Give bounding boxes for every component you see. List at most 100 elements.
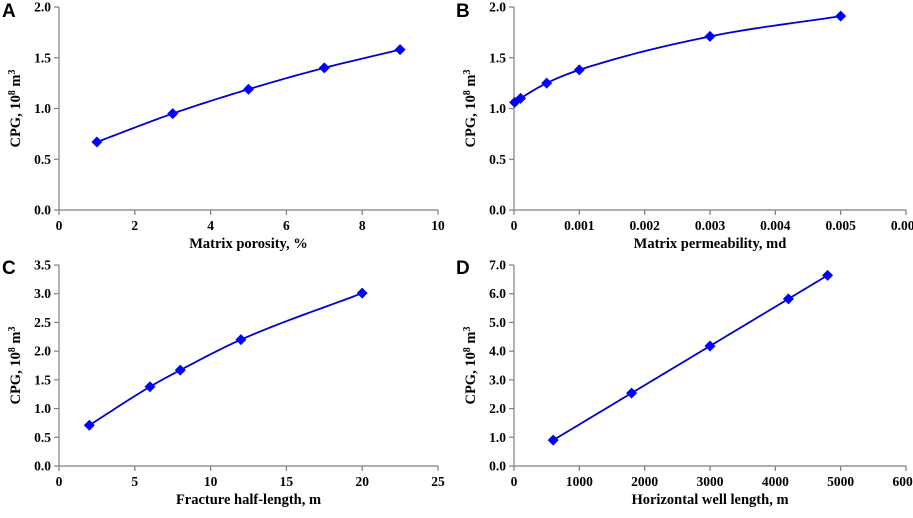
y-tick-label: 5.0 <box>489 315 506 330</box>
data-point <box>235 334 246 345</box>
x-axis-title: Fracture half-length, m <box>176 492 321 508</box>
x-tick-label: 0.006 <box>891 218 913 233</box>
data-point <box>574 64 585 75</box>
y-axis-title-superscript: 3 <box>462 326 473 331</box>
y-axis-title-part: m <box>8 331 24 347</box>
data-point <box>705 340 716 351</box>
y-axis-title: CPG, 108 m3 <box>7 69 25 147</box>
y-axis-title-part: CPG, 10 <box>463 95 479 147</box>
x-tick-label: 0 <box>511 474 518 489</box>
x-tick-label: 0 <box>511 218 518 233</box>
y-tick-label: 1.0 <box>489 430 506 445</box>
y-tick-label: 1.5 <box>34 50 51 65</box>
y-tick-label: 1.5 <box>34 372 51 387</box>
y-tick-label: 0.0 <box>34 203 51 218</box>
panel-letter-c: C <box>2 258 16 279</box>
x-tick-label: 3000 <box>697 474 724 489</box>
y-tick-label: 0.5 <box>34 152 51 167</box>
data-point <box>541 78 552 89</box>
y-tick-label: 0.5 <box>34 430 51 445</box>
y-tick-label: 2.0 <box>489 0 506 15</box>
y-tick-label: 0.0 <box>489 459 506 474</box>
x-tick-label: 20 <box>355 474 369 489</box>
panel-letter-a: A <box>2 1 16 22</box>
trend-curve <box>89 293 362 425</box>
y-tick-label: 6.0 <box>489 286 506 301</box>
x-axis-title: Matrix porosity, % <box>189 236 308 252</box>
x-tick-label: 0.003 <box>695 218 726 233</box>
x-axis-title: Horizontal well length, m <box>631 492 788 508</box>
chart-panel-b: B 0.0 0.5 1.0 1.5 2.0 0 0.001 0.002 0.003 0.004 0.0… <box>456 0 913 252</box>
y-axis-title-part: CPG, 10 <box>463 352 479 404</box>
data-point <box>835 11 846 22</box>
y-tick-label: 1.0 <box>34 101 51 116</box>
y-tick-label: 3.0 <box>34 286 51 301</box>
data-point <box>144 381 155 392</box>
y-tick-label: 7.0 <box>489 258 506 273</box>
x-tick-label: 2000 <box>631 474 658 489</box>
y-tick-label: 3.5 <box>34 258 51 273</box>
y-axis-title: CPG, 108 m3 <box>462 326 480 404</box>
y-tick-label: 1.0 <box>34 401 51 416</box>
y-axis-title-superscript: 3 <box>462 69 473 74</box>
x-tick-label: 1000 <box>566 474 593 489</box>
y-axis-title-part: CPG, 10 <box>8 352 24 404</box>
data-point <box>395 44 406 55</box>
y-tick-label: 0.0 <box>489 203 506 218</box>
y-tick-label: 4.0 <box>489 344 506 359</box>
y-tick-label: 1.0 <box>489 101 506 116</box>
y-tick-label: 2.0 <box>34 0 51 15</box>
y-tick-label: 2.5 <box>34 315 51 330</box>
y-tick-label: 1.5 <box>489 50 506 65</box>
x-tick-label: 15 <box>280 474 294 489</box>
x-tick-label: 0 <box>56 218 63 233</box>
data-point <box>84 420 95 431</box>
y-axis-title-part: m <box>8 74 24 90</box>
y-tick-label: 0.5 <box>489 152 506 167</box>
panel-letter-b: B <box>456 1 470 22</box>
y-axis-title-superscript: 3 <box>7 69 18 74</box>
data-point <box>357 288 368 299</box>
x-tick-label: 5 <box>131 474 138 489</box>
trend-curve <box>97 50 400 142</box>
y-axis-title: CPG, 108 m3 <box>7 326 25 404</box>
data-point <box>548 435 559 446</box>
y-tick-label: 3.0 <box>489 372 506 387</box>
data-point <box>626 388 637 399</box>
x-tick-label: 5000 <box>827 474 854 489</box>
trend-curve <box>515 16 841 102</box>
x-axis-title: Matrix permeability, md <box>634 236 787 252</box>
data-point <box>243 84 254 95</box>
x-tick-label: 0.004 <box>760 218 791 233</box>
x-tick-label: 0 <box>56 474 63 489</box>
y-axis-title: CPG, 108 m3 <box>462 69 480 147</box>
x-tick-label: 10 <box>204 474 218 489</box>
data-point <box>319 62 330 73</box>
x-tick-label: 8 <box>359 218 366 233</box>
data-point <box>783 293 794 304</box>
y-tick-label: 2.0 <box>489 401 506 416</box>
x-tick-label: 25 <box>431 474 445 489</box>
data-point <box>167 108 178 119</box>
x-tick-label: 4000 <box>762 474 789 489</box>
data-point <box>91 136 102 147</box>
y-axis-title-superscript: 3 <box>7 326 18 331</box>
y-axis-title-part: m <box>463 331 479 347</box>
y-axis-title-part: CPG, 10 <box>8 95 24 147</box>
panel-letter-d: D <box>456 258 470 279</box>
x-tick-label: 4 <box>207 218 214 233</box>
y-axis-title-part: m <box>463 74 479 90</box>
data-point <box>175 365 186 376</box>
x-tick-label: 0.001 <box>564 218 595 233</box>
x-tick-label: 0.002 <box>629 218 660 233</box>
y-tick-label: 2.0 <box>34 344 51 359</box>
x-tick-label: 10 <box>431 218 445 233</box>
x-tick-label: 6000 <box>893 474 913 489</box>
data-point <box>822 270 833 281</box>
x-tick-label: 0.005 <box>825 218 856 233</box>
chart-panel-d: D 0.0 1.0 2.0 3.0 4.0 5.0 6.0 7.0 0 1000 2000 3000 40… <box>456 258 913 509</box>
